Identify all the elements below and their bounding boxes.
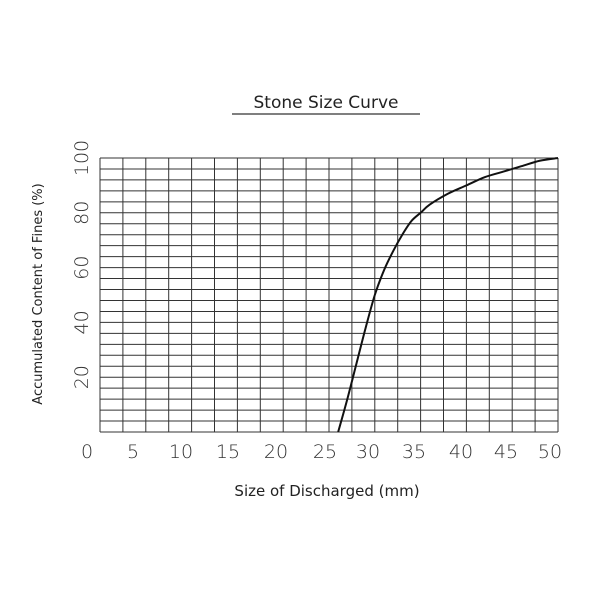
x-tick-label: 45 [494,441,518,463]
x-tick-label: 30 [356,441,380,463]
x-tick-labels: 0 5 10 15 20 25 30 35 40 45 50 [81,441,562,463]
x-tick-label: 50 [538,441,562,463]
y-tick-label: 80 [71,201,93,225]
x-tick-label: 0 [81,441,93,463]
y-tick-label: 60 [71,256,93,280]
x-tick-label: 35 [402,441,426,463]
x-tick-label: 25 [313,441,337,463]
y-axis-label: Accumulated Content of Fines (%) [31,183,46,404]
x-axis-label: Size of Discharged (mm) [234,482,419,500]
x-tick-label: 10 [169,441,193,463]
x-tick-label: 5 [127,441,139,463]
y-tick-label: 100 [71,140,93,176]
grid [99,157,559,433]
y-tick-labels: 20 40 60 80 100 [71,140,93,389]
x-tick-label: 20 [264,441,288,463]
x-tick-label: 15 [216,441,240,463]
x-tick-label: 40 [449,441,473,463]
chart-title: Stone Size Curve [254,93,399,113]
series-layer [337,157,559,433]
y-tick-label: 40 [71,310,93,334]
series-line [337,157,559,433]
y-tick-label: 20 [71,365,93,389]
